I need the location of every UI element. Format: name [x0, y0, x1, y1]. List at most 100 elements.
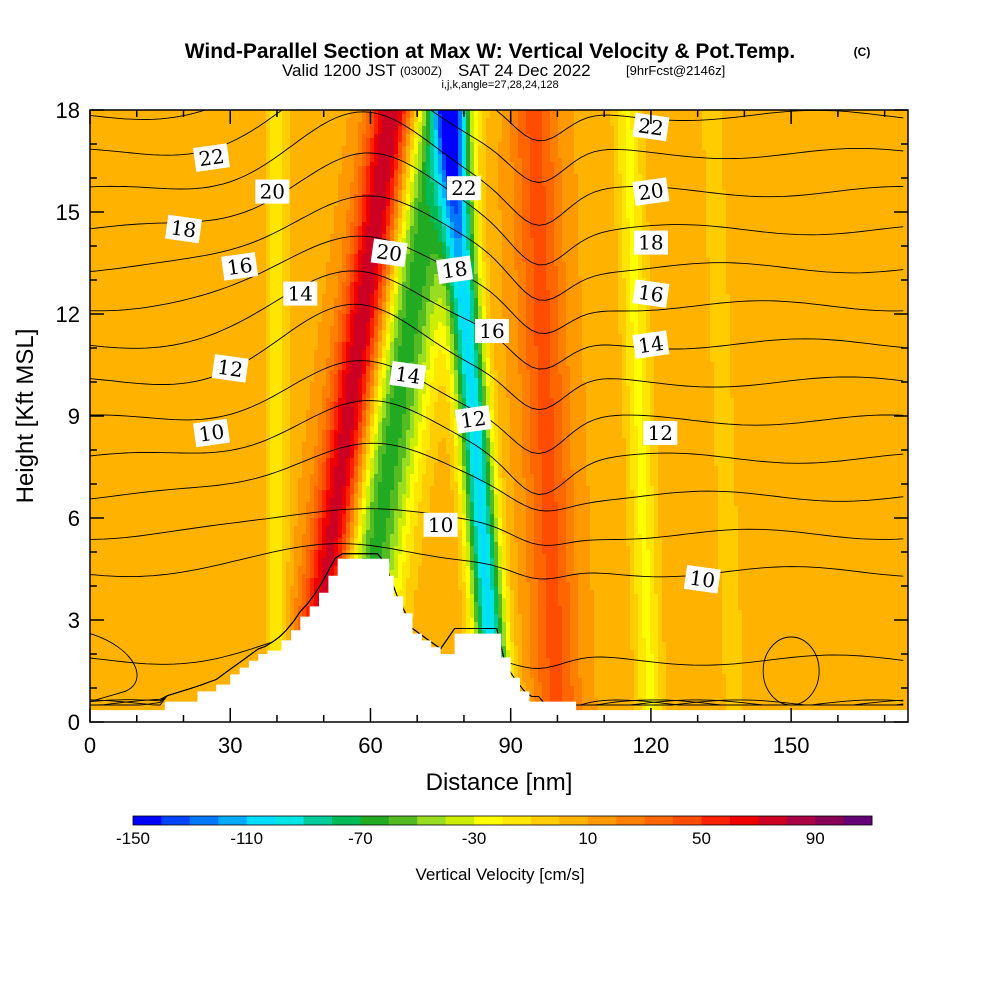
velocity-cell	[578, 162, 583, 167]
velocity-cell	[342, 178, 347, 183]
velocity-cell	[730, 142, 735, 147]
velocity-cell	[758, 138, 763, 143]
velocity-cell	[138, 166, 143, 171]
velocity-cell	[566, 158, 571, 163]
velocity-cell	[810, 146, 815, 151]
velocity-cell	[702, 170, 707, 175]
velocity-cell	[470, 162, 475, 167]
velocity-cell	[134, 174, 139, 179]
velocity-cell	[694, 150, 699, 155]
velocity-cell	[302, 130, 307, 135]
velocity-cell	[794, 122, 799, 127]
velocity-cell	[402, 142, 407, 147]
velocity-cell	[386, 150, 391, 155]
velocity-cell	[490, 154, 495, 159]
velocity-cell	[814, 114, 819, 119]
velocity-cell	[422, 154, 427, 159]
velocity-cell	[390, 174, 395, 179]
velocity-cell	[858, 194, 863, 199]
velocity-cell	[234, 142, 239, 147]
velocity-cell	[382, 166, 387, 171]
velocity-cell	[590, 142, 595, 147]
velocity-cell	[778, 198, 783, 203]
velocity-cell	[766, 134, 771, 139]
velocity-cell	[146, 126, 151, 131]
velocity-cell	[774, 170, 779, 175]
velocity-cell	[454, 146, 459, 151]
velocity-cell	[446, 142, 451, 147]
velocity-cell	[402, 194, 407, 199]
velocity-cell	[854, 162, 859, 167]
velocity-cell	[702, 142, 707, 147]
velocity-cell	[138, 202, 143, 207]
velocity-cell	[694, 142, 699, 147]
velocity-cell	[538, 194, 543, 199]
velocity-cell	[730, 162, 735, 167]
velocity-cell	[614, 194, 619, 199]
velocity-cell	[206, 126, 211, 131]
velocity-cell	[762, 142, 767, 147]
velocity-cell	[538, 190, 543, 195]
velocity-cell	[154, 146, 159, 151]
velocity-cell	[770, 130, 775, 135]
velocity-cell	[610, 150, 615, 155]
velocity-cell	[590, 130, 595, 135]
velocity-cell	[782, 178, 787, 183]
velocity-cell	[830, 126, 835, 131]
velocity-cell	[242, 126, 247, 131]
velocity-cell	[494, 122, 499, 127]
velocity-cell	[598, 138, 603, 143]
velocity-cell	[874, 166, 879, 171]
velocity-cell	[242, 114, 247, 119]
velocity-cell	[522, 198, 527, 203]
velocity-cell	[842, 126, 847, 131]
velocity-cell	[694, 158, 699, 163]
velocity-cell	[794, 202, 799, 207]
velocity-cell	[106, 158, 111, 163]
velocity-cell	[814, 162, 819, 167]
velocity-cell	[298, 174, 303, 179]
velocity-cell	[686, 198, 691, 203]
velocity-cell	[506, 178, 511, 183]
velocity-cell	[794, 166, 799, 171]
velocity-cell	[582, 158, 587, 163]
velocity-cell	[514, 158, 519, 163]
velocity-cell	[130, 206, 135, 211]
velocity-cell	[514, 130, 519, 135]
velocity-cell	[850, 194, 855, 199]
velocity-cell	[774, 126, 779, 131]
velocity-cell	[110, 202, 115, 207]
velocity-cell	[314, 198, 319, 203]
velocity-cell	[122, 174, 127, 179]
velocity-cell	[518, 134, 523, 139]
velocity-cell	[738, 198, 743, 203]
velocity-cell	[310, 206, 315, 211]
velocity-cell	[170, 166, 175, 171]
velocity-cell	[98, 138, 103, 143]
velocity-cell	[558, 178, 563, 183]
velocity-cell	[94, 138, 99, 143]
velocity-cell	[134, 126, 139, 131]
velocity-cell	[710, 182, 715, 187]
velocity-cell	[138, 170, 143, 175]
velocity-cell	[558, 166, 563, 171]
velocity-cell	[878, 134, 883, 139]
velocity-cell	[414, 178, 419, 183]
velocity-cell	[158, 122, 163, 127]
velocity-cell	[786, 154, 791, 159]
velocity-cell	[714, 130, 719, 135]
velocity-cell	[742, 182, 747, 187]
velocity-cell	[722, 182, 727, 187]
velocity-cell	[246, 154, 251, 159]
velocity-cell	[542, 150, 547, 155]
velocity-cell	[694, 202, 699, 207]
velocity-cell	[226, 190, 231, 195]
velocity-cell	[678, 142, 683, 147]
velocity-cell	[126, 182, 131, 187]
velocity-cell	[862, 122, 867, 127]
velocity-cell	[838, 178, 843, 183]
velocity-cell	[150, 142, 155, 147]
velocity-cell	[614, 174, 619, 179]
velocity-cell	[562, 178, 567, 183]
velocity-cell	[778, 174, 783, 179]
